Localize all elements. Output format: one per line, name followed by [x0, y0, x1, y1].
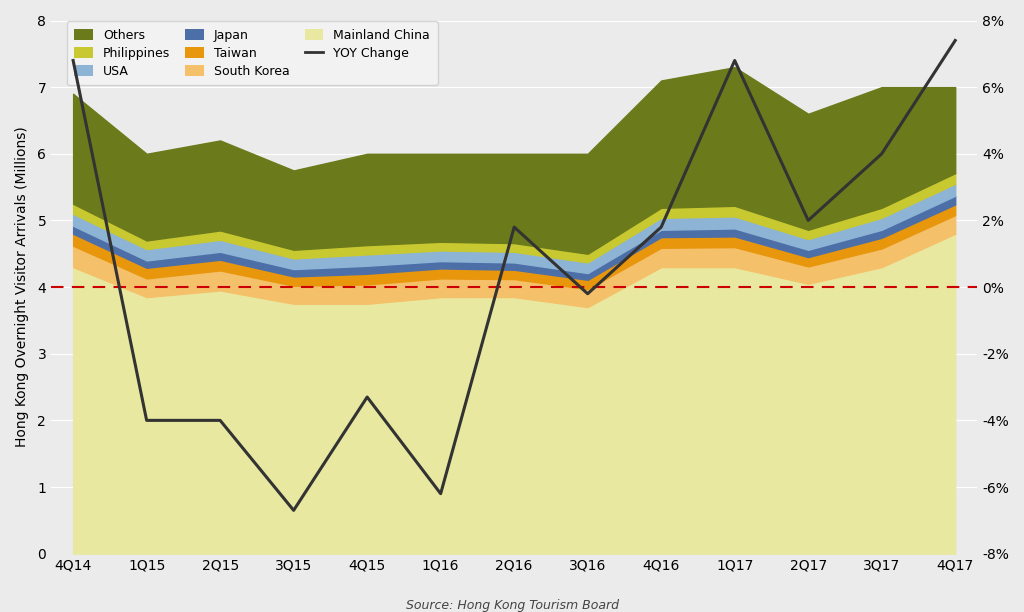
Text: Source: Hong Kong Tourism Board: Source: Hong Kong Tourism Board [406, 599, 618, 612]
Legend: Others, Philippines, USA, Japan, Taiwan, South Korea, Mainland China, YOY Change: Others, Philippines, USA, Japan, Taiwan,… [67, 21, 437, 86]
Y-axis label: Hong Kong Overnight Visitor Arrivals (Millions): Hong Kong Overnight Visitor Arrivals (Mi… [15, 127, 29, 447]
